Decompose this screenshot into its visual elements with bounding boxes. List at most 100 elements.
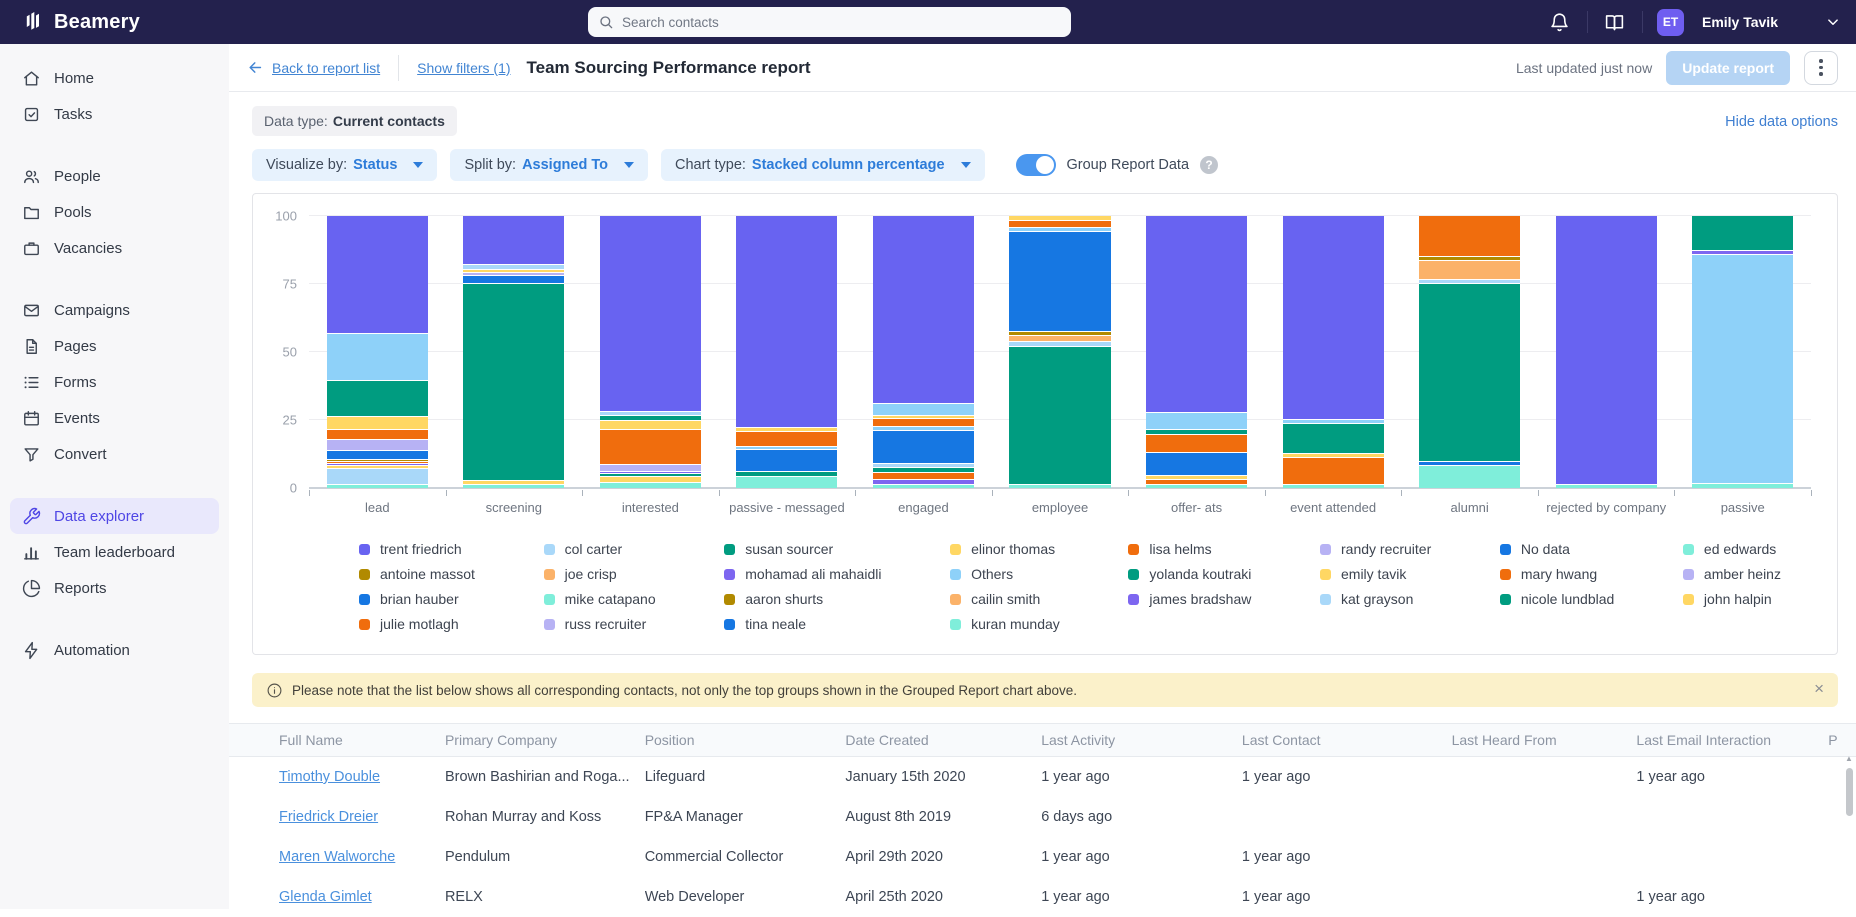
bar-segment[interactable] <box>873 431 974 464</box>
chart-type-dropdown[interactable]: Chart type: Stacked column percentage <box>661 149 985 181</box>
sidebar-item-pools[interactable]: Pools <box>10 194 219 230</box>
bar-segment[interactable] <box>1009 336 1110 343</box>
sidebar-item-tasks[interactable]: Tasks <box>10 96 219 132</box>
split-by-dropdown[interactable]: Split by: Assigned To <box>450 149 648 181</box>
update-report-button[interactable]: Update report <box>1666 51 1790 85</box>
contact-name-link[interactable]: Maren Walworche <box>279 849 395 865</box>
bar-segment[interactable] <box>327 417 428 429</box>
legend-item[interactable]: yolanda koutraki <box>1128 566 1251 582</box>
bar-segment[interactable] <box>1556 216 1657 485</box>
bar-segment[interactable] <box>327 334 428 380</box>
legend-item[interactable]: kuran munday <box>950 616 1060 632</box>
legend-item[interactable]: john halpin <box>1683 591 1781 607</box>
close-icon[interactable]: × <box>1814 679 1824 699</box>
legend-item[interactable]: julie motlagh <box>359 616 475 632</box>
bar-segment[interactable] <box>736 450 837 472</box>
contact-name-link[interactable]: Glenda Gimlet <box>279 889 372 905</box>
bar-segment[interactable] <box>873 419 974 427</box>
more-options-button[interactable] <box>1804 51 1838 85</box>
user-menu-button[interactable] <box>1824 13 1842 31</box>
visualize-by-dropdown[interactable]: Visualize by: Status <box>252 149 437 181</box>
bar-segment[interactable] <box>873 473 974 480</box>
scroll-up-arrow[interactable]: ▲ <box>1843 753 1855 765</box>
bar-segment[interactable] <box>1283 485 1384 488</box>
bar-segment[interactable] <box>1283 424 1384 454</box>
bar-segment[interactable] <box>327 381 428 418</box>
bar-segment[interactable] <box>873 485 974 488</box>
column-header[interactable]: Date Created <box>845 732 1041 748</box>
sidebar-item-automation[interactable]: Automation <box>10 632 219 668</box>
bar-segment[interactable] <box>463 485 564 488</box>
column-header[interactable]: Last Contact <box>1242 732 1452 748</box>
bar-segment[interactable] <box>1283 216 1384 420</box>
column-header[interactable]: Full Name <box>279 732 445 748</box>
sidebar-item-people[interactable]: People <box>10 158 219 194</box>
bar-segment[interactable] <box>600 430 701 465</box>
bar-segment[interactable] <box>327 440 428 451</box>
bar-segment[interactable] <box>1146 485 1247 488</box>
legend-item[interactable]: brian hauber <box>359 591 475 607</box>
legend-item[interactable]: amber heinz <box>1683 566 1781 582</box>
legend-item[interactable]: antoine massot <box>359 566 475 582</box>
help-icon[interactable]: ? <box>1200 156 1218 174</box>
bar-segment[interactable] <box>736 477 837 488</box>
legend-item[interactable]: nicole lundblad <box>1500 591 1614 607</box>
scrollbar-thumb[interactable] <box>1846 768 1853 816</box>
brand[interactable]: Beamery <box>22 8 140 37</box>
legend-item[interactable]: susan sourcer <box>724 541 881 557</box>
sidebar-item-campaigns[interactable]: Campaigns <box>10 292 219 328</box>
legend-item[interactable]: mary hwang <box>1500 566 1614 582</box>
bar-segment[interactable] <box>1009 485 1110 488</box>
sidebar-item-convert[interactable]: Convert <box>10 436 219 472</box>
bar-segment[interactable] <box>1146 216 1247 413</box>
global-search[interactable] <box>588 7 1071 37</box>
legend-item[interactable]: emily tavik <box>1320 566 1431 582</box>
sidebar-item-data-explorer[interactable]: Data explorer <box>10 498 219 534</box>
bar-segment[interactable] <box>1419 466 1520 488</box>
search-input[interactable] <box>622 15 1061 30</box>
bar-segment[interactable] <box>600 465 701 472</box>
bar-segment[interactable] <box>1146 413 1247 429</box>
sidebar-item-team-leaderboard[interactable]: Team leaderboard <box>10 534 219 570</box>
legend-item[interactable]: aaron shurts <box>724 591 881 607</box>
legend-item[interactable]: No data <box>1500 541 1614 557</box>
bar-segment[interactable] <box>463 284 564 481</box>
bar-segment[interactable] <box>736 432 837 447</box>
bar-segment[interactable] <box>1419 284 1520 462</box>
legend-item[interactable]: russ recruiter <box>544 616 656 632</box>
bar-segment[interactable] <box>327 451 428 460</box>
bar-segment[interactable] <box>1146 435 1247 453</box>
sidebar-item-home[interactable]: Home <box>10 60 219 96</box>
legend-item[interactable]: james bradshaw <box>1128 591 1251 607</box>
avatar[interactable]: ET <box>1657 9 1684 36</box>
bar-segment[interactable] <box>1419 261 1520 280</box>
bar-segment[interactable] <box>873 216 974 404</box>
legend-item[interactable]: randy recruiter <box>1320 541 1431 557</box>
show-filters-link[interactable]: Show filters (1) <box>417 60 510 76</box>
bar-segment[interactable] <box>327 485 428 488</box>
legend-item[interactable]: kat grayson <box>1320 591 1431 607</box>
notifications-button[interactable] <box>1547 9 1573 35</box>
bar-segment[interactable] <box>1419 216 1520 257</box>
bar-segment[interactable] <box>1692 216 1793 251</box>
sidebar-item-forms[interactable]: Forms <box>10 364 219 400</box>
sidebar-item-events[interactable]: Events <box>10 400 219 436</box>
legend-item[interactable]: tina neale <box>724 616 881 632</box>
legend-item[interactable]: ed edwards <box>1683 541 1781 557</box>
legend-item[interactable]: Others <box>950 566 1060 582</box>
bar-segment[interactable] <box>1146 453 1247 476</box>
bar-segment[interactable] <box>463 276 564 284</box>
back-to-report-list-link[interactable]: Back to report list <box>247 59 380 76</box>
bar-segment[interactable] <box>600 483 701 488</box>
legend-item[interactable]: mohamad ali mahaidli <box>724 566 881 582</box>
sidebar-item-vacancies[interactable]: Vacancies <box>10 230 219 266</box>
contact-name-link[interactable]: Friedrick Dreier <box>279 809 378 825</box>
column-header[interactable]: Last Email Interaction <box>1636 732 1828 748</box>
bar-segment[interactable] <box>1009 347 1110 486</box>
legend-item[interactable]: mike catapano <box>544 591 656 607</box>
bar-segment[interactable] <box>600 421 701 429</box>
